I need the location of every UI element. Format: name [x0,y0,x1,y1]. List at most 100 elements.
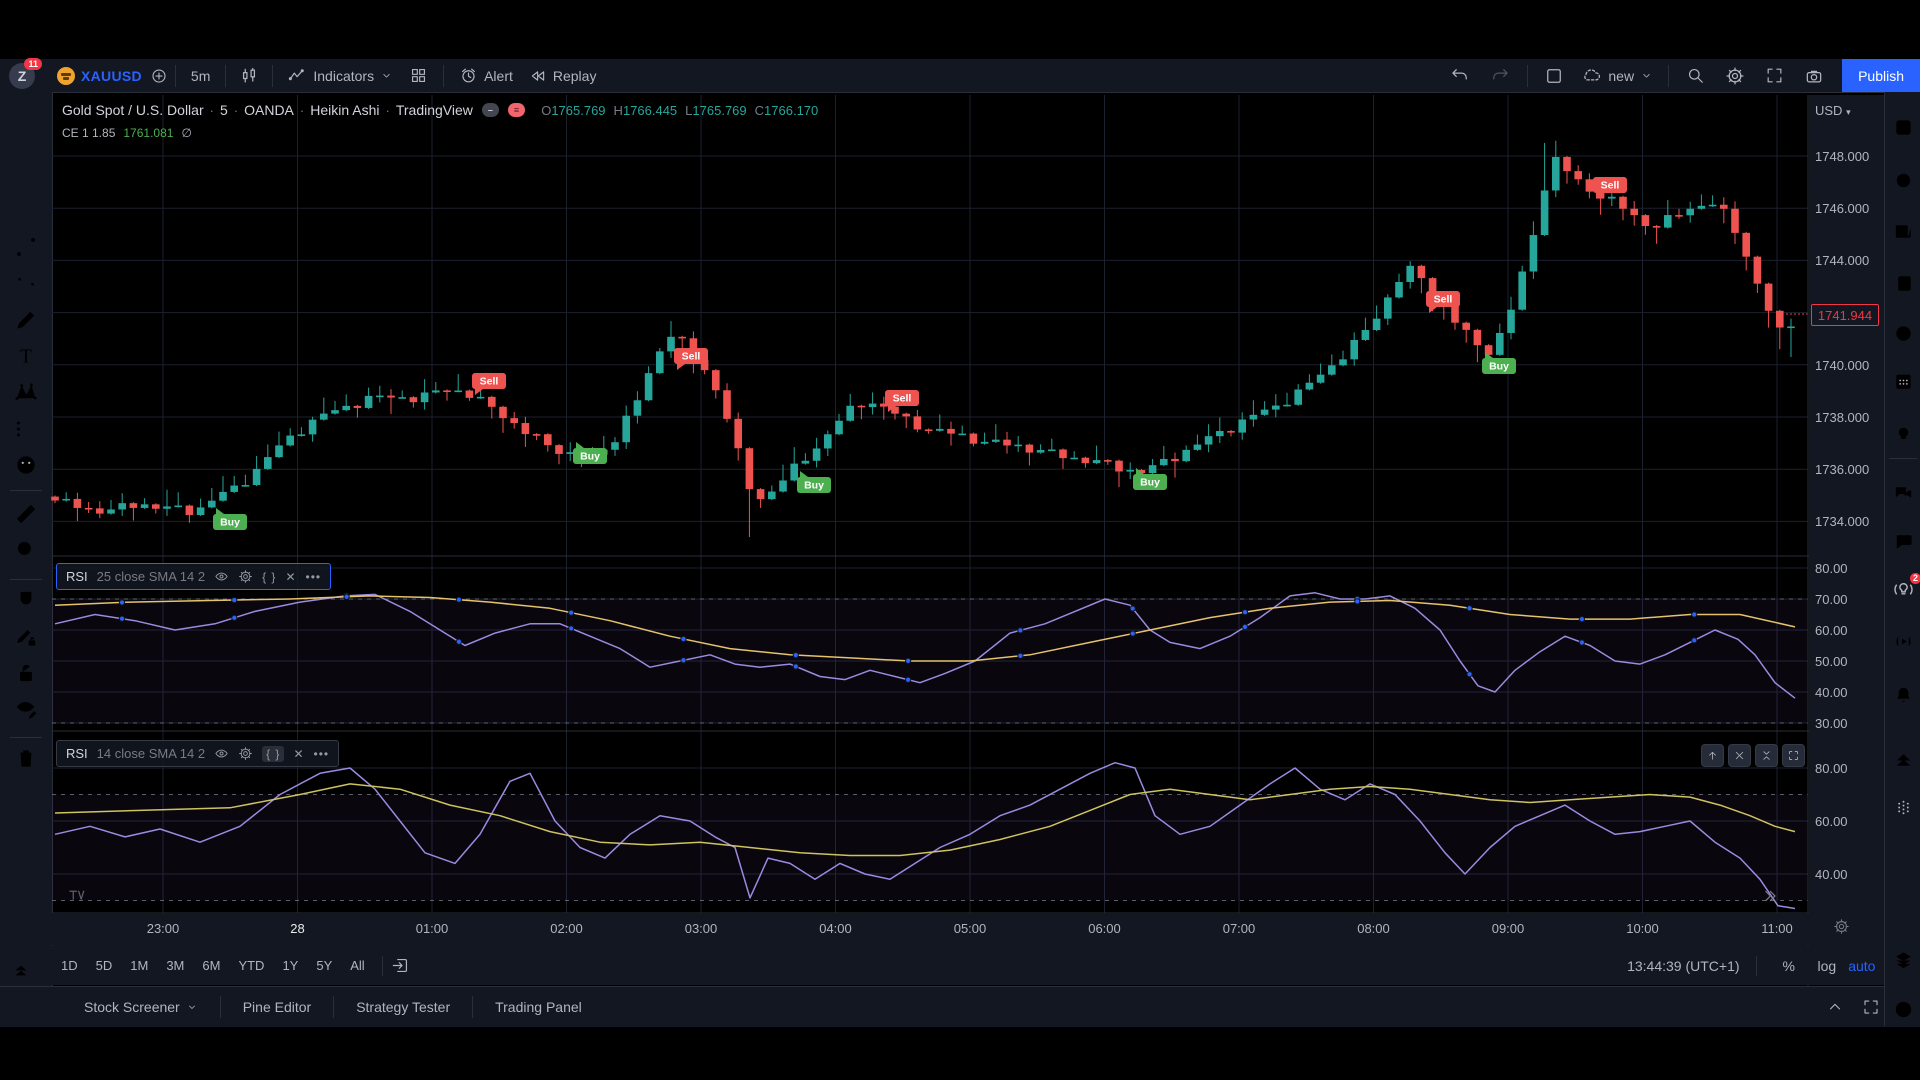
ideas-bulb-icon[interactable] [1892,424,1915,447]
svg-text:Buy: Buy [220,517,240,529]
symbol-button[interactable]: XAUUSD [49,59,150,92]
time-axis[interactable]: 23:00 28 01:00 02:00 03:00 04:00 05:00 06:00 07:… [52,913,1809,945]
price-axis-label: 30.00 [1815,716,1848,731]
watchlist-icon[interactable] [1892,116,1915,139]
publish-button[interactable]: Publish [1842,59,1920,92]
rsi1-params: 25 close SMA 14 2 [96,569,206,584]
dom-icon[interactable] [1892,796,1915,819]
price-axis-label: 1748.000 [1815,149,1870,164]
source-code-icon[interactable]: { } [262,745,285,762]
range-1d-button[interactable]: 1D [61,958,78,973]
hide-legend-pill[interactable]: – [481,103,499,117]
tab-pine-editor[interactable]: Pine Editor [221,999,333,1015]
eye-icon[interactable] [214,569,229,584]
news-icon[interactable] [1892,220,1915,243]
public-chats-icon[interactable] [1892,482,1915,505]
help-icon[interactable] [1892,998,1915,1021]
price-axis[interactable]: USD ▾ 1748.000 1746.000 1744.000 1740.000 17… [1809,95,1884,985]
legend-status-pill[interactable]: ≡ [507,103,526,117]
tradingview-logo-icon[interactable] [64,885,90,905]
indicator-suffix: ∅ [181,126,192,140]
range-3m-button[interactable]: 3M [166,958,185,973]
symbol-title[interactable]: Gold Spot / U.S. Dollar [62,102,204,118]
more-options-icon[interactable]: ••• [313,746,330,761]
private-chat-icon[interactable] [1892,530,1915,553]
legend-brand: TradingView [395,102,473,118]
gear-icon[interactable] [238,746,253,761]
gear-icon[interactable] [238,569,253,584]
axis-settings-gear-icon[interactable] [1833,918,1850,935]
indicator-source-label[interactable]: CE 1 1.85 [62,126,116,140]
range-ytd-button[interactable]: YTD [238,958,265,973]
pane-collapse-button[interactable] [1755,744,1778,767]
notifications-bell-icon[interactable] [1892,682,1915,705]
replay-label: Replay [552,67,597,84]
svg-text:Sell: Sell [682,351,701,363]
collapse-panel-icon[interactable] [1826,998,1844,1016]
legend-chart-type: Heikin Ashi [310,102,380,118]
open-label: O [541,102,552,118]
divider [10,579,42,580]
data-window-icon[interactable] [1892,272,1915,295]
alerts-clock-icon[interactable] [1892,168,1915,191]
svg-text:Buy: Buy [1140,477,1160,489]
pane-close-button[interactable] [1728,744,1751,767]
rsi1-legend[interactable]: RSI 25 close SMA 14 2 { } ✕ ••• [56,563,332,590]
legend-interval[interactable]: 5 [219,102,228,118]
eye-icon[interactable] [214,746,229,761]
auto-scale-button[interactable]: auto [1848,957,1876,974]
markets-arrows-icon[interactable] [1892,748,1915,771]
tab-strategy-tester[interactable]: Strategy Tester [334,999,472,1015]
range-1m-button[interactable]: 1M [130,958,149,973]
go-to-date-icon[interactable] [391,956,410,975]
collapse-icon [1760,749,1773,762]
tab-stock-screener[interactable]: Stock Screener [62,999,220,1015]
low-label: L [685,102,693,118]
interval-button[interactable]: 5m [183,59,218,92]
svg-text:Sell: Sell [480,376,499,388]
percent-scale-button[interactable]: % [1782,957,1795,974]
source-code-icon[interactable]: { } [262,569,277,584]
svg-text:Sell: Sell [1601,180,1620,192]
indicators-button[interactable]: Indicators [280,59,401,92]
divider [10,737,42,738]
currency-selector[interactable]: USD ▾ [1815,103,1851,118]
pane-move-up-button[interactable] [1701,744,1724,767]
indicator-legend-row: CE 1 1.85 1761.081 ∅ [62,126,192,140]
time-axis-label: 01:00 [415,921,449,936]
maximize-panel-icon[interactable] [1862,998,1880,1016]
divider [1755,955,1757,976]
separator-dot: · [385,102,390,118]
range-5y-button[interactable]: 5Y [316,958,333,973]
close-value: 1766.170 [764,102,819,118]
price-axis-label: 70.00 [1815,592,1848,607]
streams-button[interactable]: 2 [1892,573,1920,601]
object-tree-icon[interactable] [1892,948,1915,971]
save-layout-button[interactable]: new [1573,59,1661,92]
range-6m-button[interactable]: 6M [202,958,221,973]
pane-controls [1701,744,1805,767]
calendar-icon[interactable] [1892,370,1915,393]
price-axis-label: 80.00 [1815,561,1848,576]
more-options-icon[interactable]: ••• [305,569,322,584]
chevron-down-icon [186,1001,198,1013]
close-icon[interactable]: ✕ [285,569,297,584]
live-streams-icon[interactable] [1892,630,1915,653]
divider [1668,64,1670,87]
range-1y-button[interactable]: 1Y [282,958,299,973]
alert-button[interactable]: Alert [451,59,521,92]
replay-button[interactable]: Replay [521,59,605,92]
log-scale-button[interactable]: log [1817,957,1837,974]
scroll-to-recent-icon[interactable] [1760,886,1780,906]
rsi2-legend[interactable]: RSI 14 close SMA 14 2 { } ✕ ••• [56,740,340,767]
user-avatar[interactable]: Z 11 [9,57,42,89]
pane-maximize-button[interactable] [1782,744,1805,767]
tab-trading-panel[interactable]: Trading Panel [473,999,604,1015]
range-all-button[interactable]: All [350,958,365,973]
clock-timezone-button[interactable]: 13:44:39 (UTC+1) [1627,957,1740,974]
range-5d-button[interactable]: 5D [95,958,113,973]
close-icon[interactable]: ✕ [293,746,305,761]
hotlists-icon[interactable] [1892,322,1915,345]
